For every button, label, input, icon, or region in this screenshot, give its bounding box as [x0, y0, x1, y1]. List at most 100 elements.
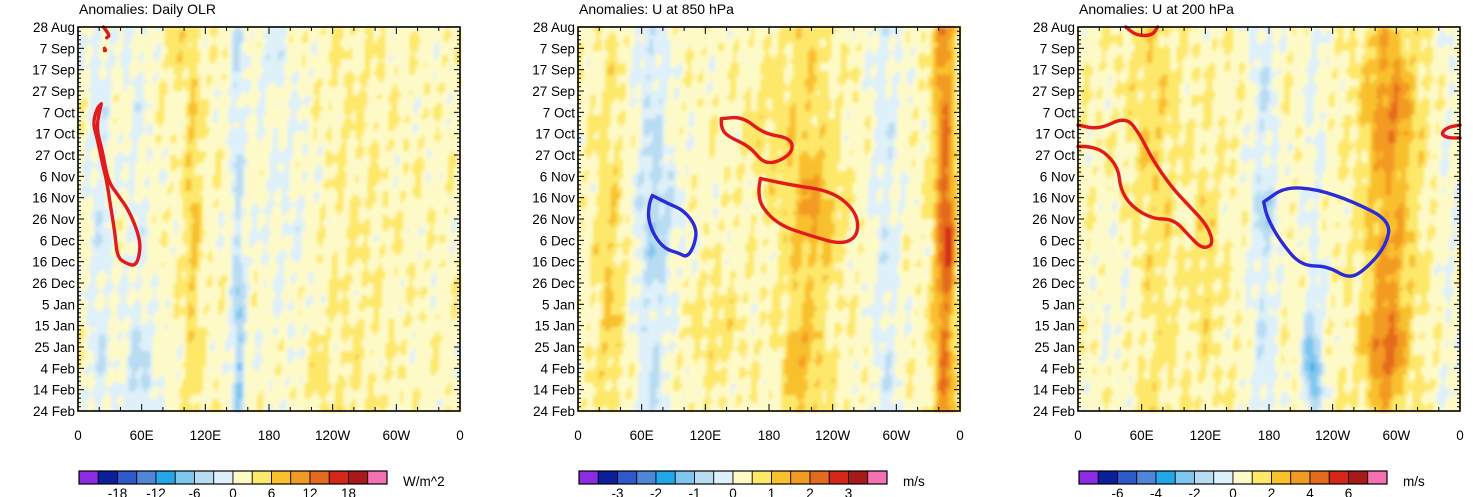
heatmap-cell [251, 111, 255, 116]
heatmap-cell [307, 51, 312, 56]
heatmap-cell [164, 39, 169, 44]
heatmap-cell [382, 27, 386, 32]
heatmap-cell [301, 83, 306, 88]
heatmap-cell [116, 119, 121, 124]
heatmap-cell [203, 35, 207, 40]
heatmap-cell [227, 151, 231, 156]
heatmap-cell [424, 147, 428, 152]
heatmap-cell [203, 67, 207, 72]
heatmap-cell [424, 75, 428, 80]
heatmap-cell [394, 39, 398, 44]
heatmap-cell [385, 95, 389, 100]
heatmap-cell [331, 35, 336, 40]
heatmap-cell [173, 119, 178, 124]
heatmap-cell [83, 63, 88, 68]
heatmap-cell [110, 119, 115, 124]
heatmap-cell [209, 79, 213, 84]
heatmap-cell [188, 27, 192, 32]
heatmap-cell [313, 63, 318, 68]
heatmap-cell [152, 67, 157, 72]
heatmap-cell [307, 55, 312, 60]
heatmap-cell [322, 35, 327, 40]
heatmap-cell [334, 31, 339, 36]
heatmap-cell [367, 59, 372, 64]
heatmap-cell [152, 43, 157, 48]
heatmap-cell [280, 219, 285, 224]
heatmap-cell [78, 111, 82, 116]
heatmap-cell [343, 111, 348, 116]
heatmap-cell [406, 115, 410, 120]
heatmap-cell [400, 91, 404, 96]
heatmap-cell [364, 87, 369, 92]
heatmap-cell [167, 107, 172, 112]
heatmap-cell [161, 79, 166, 84]
heatmap-cell [86, 67, 91, 72]
heatmap-cell [337, 91, 342, 96]
heatmap-cell [197, 31, 201, 36]
heatmap-cell [203, 59, 207, 64]
heatmap-cell [310, 91, 315, 96]
heatmap-cell [158, 75, 163, 80]
heatmap-cell [170, 67, 175, 72]
heatmap-cell [418, 55, 422, 60]
heatmap-cell [412, 79, 416, 84]
heatmap-cell [415, 43, 419, 48]
heatmap-cell [245, 47, 249, 52]
heatmap-cell [376, 99, 381, 104]
heatmap-cell [86, 107, 91, 112]
heatmap-cell [313, 83, 318, 88]
heatmap-cell [451, 107, 455, 112]
heatmap-cell [292, 63, 297, 68]
heatmap-cell [218, 107, 222, 112]
heatmap-cell [310, 75, 315, 80]
heatmap-cell [406, 103, 410, 108]
heatmap-cell [358, 67, 363, 72]
heatmap-cell [454, 107, 458, 112]
heatmap-cell [397, 39, 401, 44]
heatmap-cell [358, 51, 363, 56]
heatmap-cell [266, 163, 270, 168]
heatmap-cell [421, 59, 425, 64]
heatmap-cell [427, 87, 431, 92]
heatmap-cell [448, 83, 452, 88]
heatmap-cell [239, 171, 243, 176]
heatmap-cell [349, 55, 354, 60]
heatmap-cell [122, 95, 127, 100]
heatmap-cell [343, 79, 348, 84]
heatmap-cell [295, 31, 300, 36]
heatmap-cell [367, 47, 372, 52]
heatmap-cell [331, 67, 336, 72]
heatmap-cell [385, 59, 389, 64]
heatmap-cell [137, 51, 142, 56]
heatmap-cell [140, 67, 145, 72]
heatmap-cell [161, 111, 166, 116]
heatmap-cell [340, 43, 345, 48]
heatmap-cell [78, 115, 82, 120]
heatmap-cell [424, 71, 428, 76]
heatmap-cell [331, 27, 336, 32]
heatmap-cell [182, 79, 187, 84]
heatmap-cell [185, 107, 190, 112]
heatmap-cell [239, 39, 243, 44]
heatmap-cell [340, 63, 345, 68]
heatmap-cell [337, 83, 342, 88]
heatmap-cell [346, 39, 351, 44]
heatmap-cell [239, 163, 243, 168]
heatmap-cell [161, 35, 166, 40]
heatmap-cell [451, 55, 455, 60]
heatmap-cell [173, 79, 178, 84]
heatmap-cell [269, 111, 273, 116]
heatmap-cell [382, 63, 386, 68]
heatmap-cell [307, 91, 312, 96]
heatmap-cell [251, 47, 255, 52]
heatmap-cell [376, 63, 381, 68]
heatmap-cell [376, 51, 381, 56]
heatmap-cell [316, 111, 321, 116]
heatmap-cell [337, 55, 342, 60]
heatmap-cell [355, 119, 360, 124]
heatmap-cell [367, 107, 372, 112]
heatmap-cell [436, 59, 440, 64]
heatmap-cell [143, 87, 148, 92]
heatmap-cell [349, 107, 354, 112]
heatmap-cell [328, 91, 333, 96]
